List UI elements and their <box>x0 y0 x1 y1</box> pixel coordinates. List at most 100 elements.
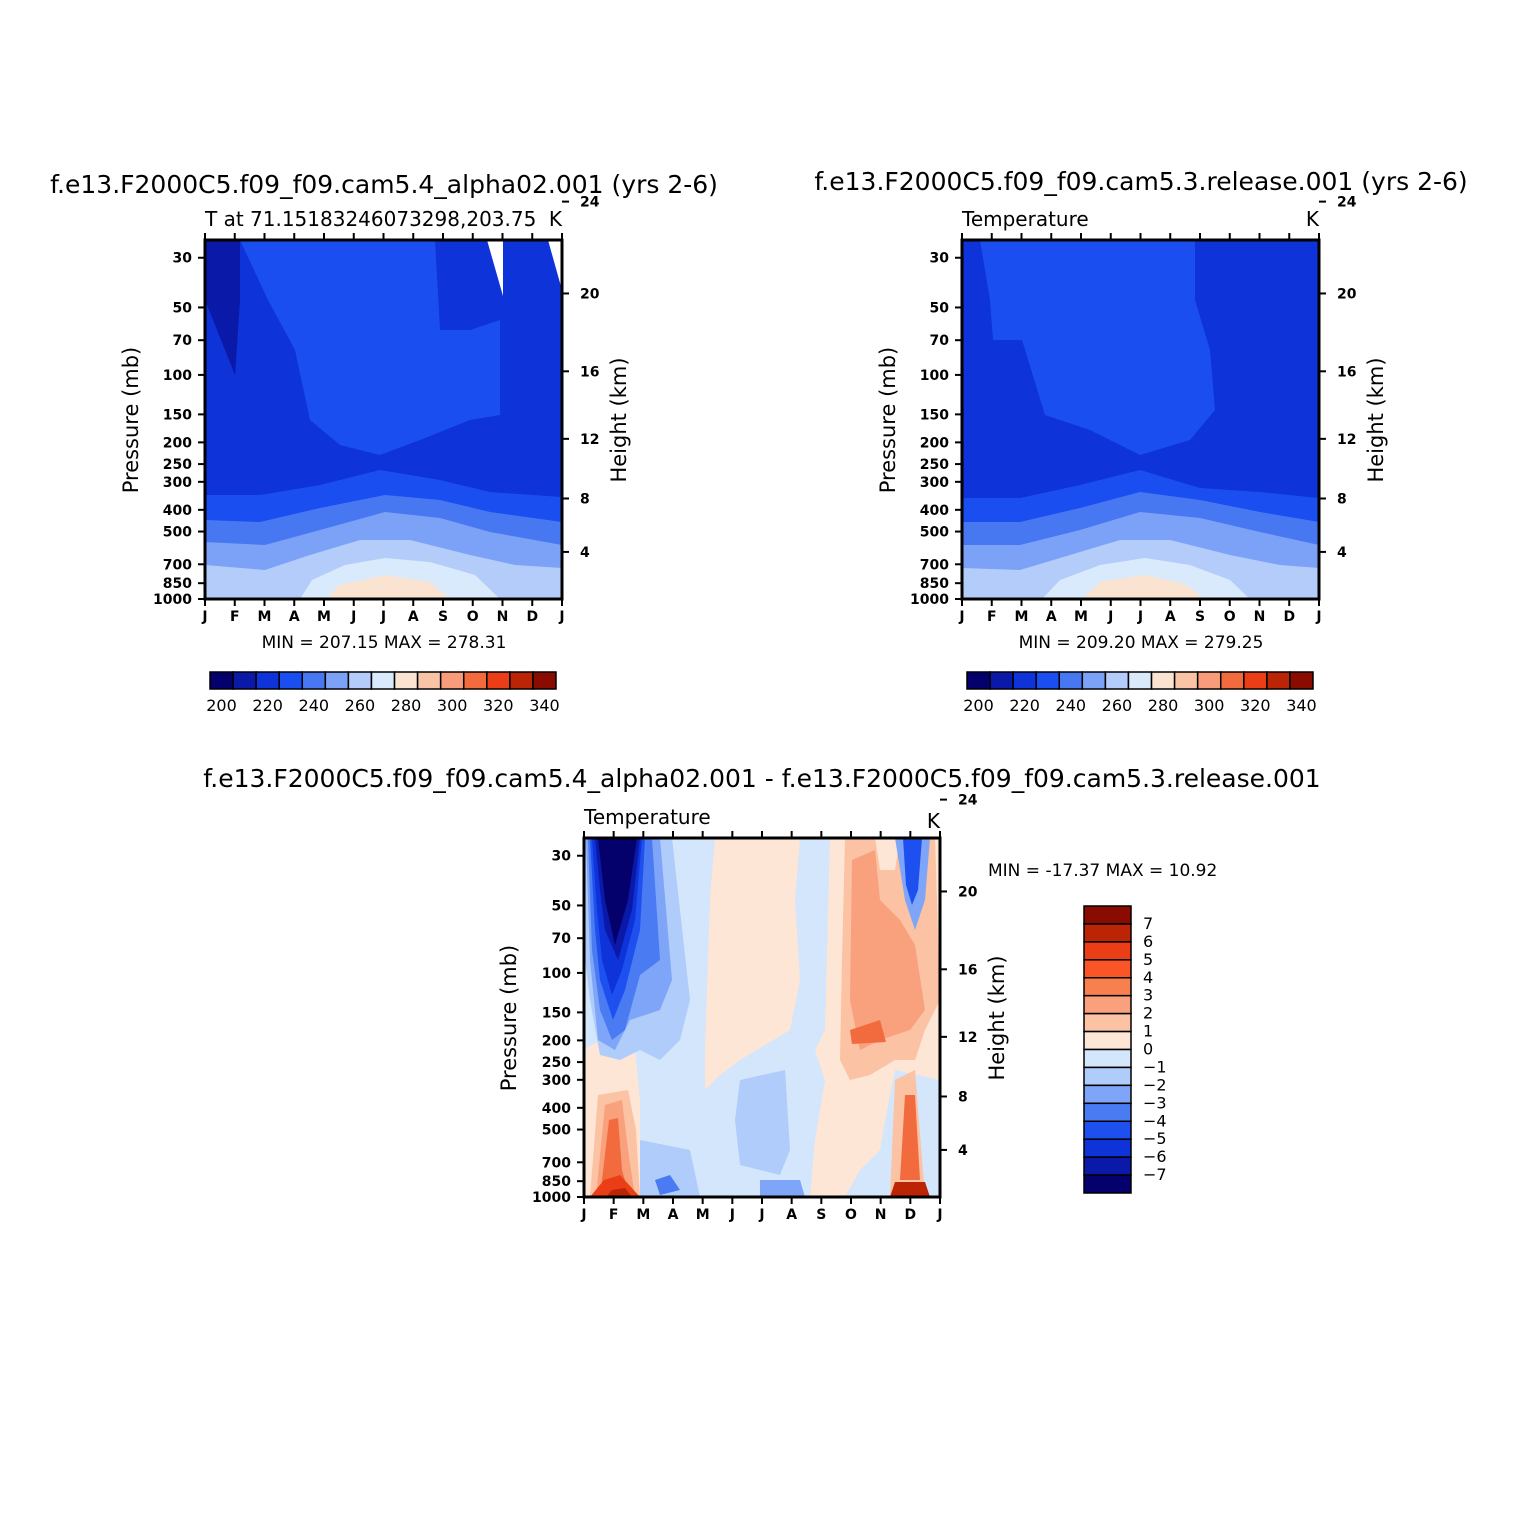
panel-1: f.e13.F2000C5.f09_f09.cam5.4_alpha02.001… <box>50 170 718 715</box>
y-tick-label: 400 <box>163 503 192 519</box>
colorbar-swatch <box>301 671 327 690</box>
panel-1-minmax: MIN = 207.15 MAX = 278.31 <box>262 633 507 653</box>
y-tick-label: 30 <box>173 251 193 267</box>
colorbar-swatch <box>1083 1066 1132 1087</box>
panel-3-fill-cold-dec-2 <box>903 838 922 905</box>
colorbar-label: 260 <box>345 696 376 715</box>
colorbar-label: 7 <box>1143 914 1153 933</box>
panel-3-fill-cold-core <box>598 838 637 945</box>
colorbar-label: 6 <box>1143 932 1153 951</box>
y-tick-label: 30 <box>930 251 950 267</box>
colorbar-label: 200 <box>206 696 237 715</box>
y-tick-label: 850 <box>920 576 949 592</box>
colorbar-label: 340 <box>529 696 560 715</box>
x-tick-label: A <box>668 1207 679 1223</box>
panel-3-fill-warm-left-6 <box>606 1188 632 1197</box>
x-tick-label: M <box>1015 609 1029 625</box>
colorbar-swatch <box>439 671 465 690</box>
y-tick-label: 700 <box>163 557 192 573</box>
colorbar-swatch <box>1266 671 1291 690</box>
y-right-tick-label: 20 <box>580 286 600 302</box>
x-tick-label: J <box>958 609 964 625</box>
y-tick-label: 100 <box>542 966 571 982</box>
x-tick-label: F <box>230 609 240 625</box>
colorbar-label: 220 <box>252 696 283 715</box>
panel-3-axes: J F M A M J J A S O N D J 30 50 70 100 150 200 250 300 400 500… <box>532 793 978 1223</box>
panel-1-title: f.e13.F2000C5.f09_f09.cam5.4_alpha02.001… <box>50 170 718 199</box>
y-tick-label: 70 <box>930 333 950 349</box>
colorbar-swatch <box>416 671 442 690</box>
x-tick-label: O <box>467 609 479 625</box>
y-tick-label: 50 <box>552 898 572 914</box>
panel-3-ylabel-right: Height (km) <box>985 955 1009 1080</box>
x-tick-label: S <box>1195 609 1205 625</box>
x-tick-label: D <box>1283 609 1295 625</box>
colorbar-swatch <box>1083 1138 1132 1158</box>
panel-3-fill-warm-dec-2 <box>900 1095 920 1180</box>
colorbar-label: 260 <box>1102 696 1133 715</box>
colorbar-label: 2 <box>1143 1004 1153 1023</box>
x-tick-label: J <box>201 609 207 625</box>
colorbar-label: −7 <box>1143 1165 1167 1184</box>
colorbar-label: −1 <box>1143 1057 1167 1076</box>
y-right-tick-label: 12 <box>958 1030 977 1046</box>
colorbar-label: 5 <box>1143 950 1153 969</box>
colorbar-label: 340 <box>1286 696 1317 715</box>
colorbar-swatch <box>1083 1120 1132 1140</box>
panel-2-contours <box>962 240 1319 599</box>
y-tick-label: 250 <box>920 457 949 473</box>
y-right-tick-label: 4 <box>580 545 590 561</box>
panel-2-left-string: Temperature <box>961 207 1089 231</box>
colorbar-swatch <box>1081 671 1107 690</box>
panel-2-colorbar: 200 220 240 260 280 300 320 340 <box>963 671 1317 715</box>
panel-1-left-string: T at 71.15183246073298,203.75 <box>204 207 536 231</box>
x-tick-label: J <box>729 1207 735 1223</box>
colorbar-swatch <box>1083 959 1132 979</box>
x-tick-label: J <box>1315 609 1321 625</box>
colorbar-label: 3 <box>1143 986 1153 1005</box>
colorbar-label: 240 <box>299 696 330 715</box>
colorbar-swatch <box>347 671 373 690</box>
y-tick-label: 850 <box>542 1174 571 1190</box>
colorbar-swatch <box>1083 1084 1132 1105</box>
x-tick-label: O <box>1224 609 1236 625</box>
y-tick-label: 200 <box>163 435 192 451</box>
colorbar-swatch <box>1083 994 1132 1015</box>
panel-1-fill-gap-b <box>548 240 562 290</box>
panel-2-ylabel-right: Height (km) <box>1364 357 1388 482</box>
colorbar-label: 200 <box>963 696 994 715</box>
panel-2-fill-upper-band <box>980 240 1215 455</box>
panel-3-minmax: MIN = -17.37 MAX = 10.92 <box>988 861 1217 881</box>
panel-3-ylabel: Pressure (mb) <box>497 945 521 1092</box>
colorbar-swatch <box>278 671 304 690</box>
panel-3: f.e13.F2000C5.f09_f09.cam5.4_alpha02.001… <box>203 764 1320 1223</box>
y-tick-label: 1000 <box>910 592 949 608</box>
y-right-tick-label: 12 <box>580 432 599 448</box>
colorbar-swatch <box>1083 923 1132 943</box>
y-right-tick-label: 24 <box>958 793 978 809</box>
y-right-tick-label: 16 <box>580 364 599 380</box>
x-tick-label: J <box>558 609 564 625</box>
y-right-tick-label: 8 <box>1337 492 1347 508</box>
colorbar-swatch <box>1289 671 1314 690</box>
colorbar-label: 1 <box>1143 1022 1153 1041</box>
y-tick-label: 500 <box>163 525 192 541</box>
panel-3-fill-warm-dec-3 <box>890 1182 930 1197</box>
y-tick-label: 300 <box>163 475 192 491</box>
panel-3-fill-warm-centre <box>705 838 800 1090</box>
y-tick-label: 250 <box>163 457 192 473</box>
panel-3-fill-cool-mid <box>735 1070 790 1175</box>
colorbar-label: −3 <box>1143 1093 1167 1112</box>
panel-1-contours <box>205 240 562 599</box>
panel-3-fill-cool-apr <box>640 1140 700 1197</box>
y-tick-label: 700 <box>920 557 949 573</box>
colorbar-label: 280 <box>391 696 422 715</box>
x-tick-label: J <box>758 1207 764 1223</box>
panel-3-title: f.e13.F2000C5.f09_f09.cam5.4_alpha02.001… <box>203 764 1320 793</box>
x-tick-label: F <box>609 1207 619 1223</box>
colorbar-swatch <box>532 671 557 690</box>
y-right-tick-label: 8 <box>580 492 590 508</box>
y-tick-label: 30 <box>552 849 572 865</box>
panel-2-axes: J F M A M J J A S O N D J 30 50 70 100 150 200 250 300 400 500… <box>910 195 1357 625</box>
